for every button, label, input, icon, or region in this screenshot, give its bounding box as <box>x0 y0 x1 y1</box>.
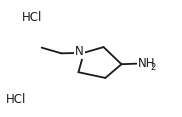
Text: HCl: HCl <box>22 11 42 24</box>
Text: N: N <box>75 45 84 58</box>
Text: 2: 2 <box>151 63 156 72</box>
Text: NH: NH <box>138 57 155 70</box>
Text: HCl: HCl <box>5 93 26 106</box>
